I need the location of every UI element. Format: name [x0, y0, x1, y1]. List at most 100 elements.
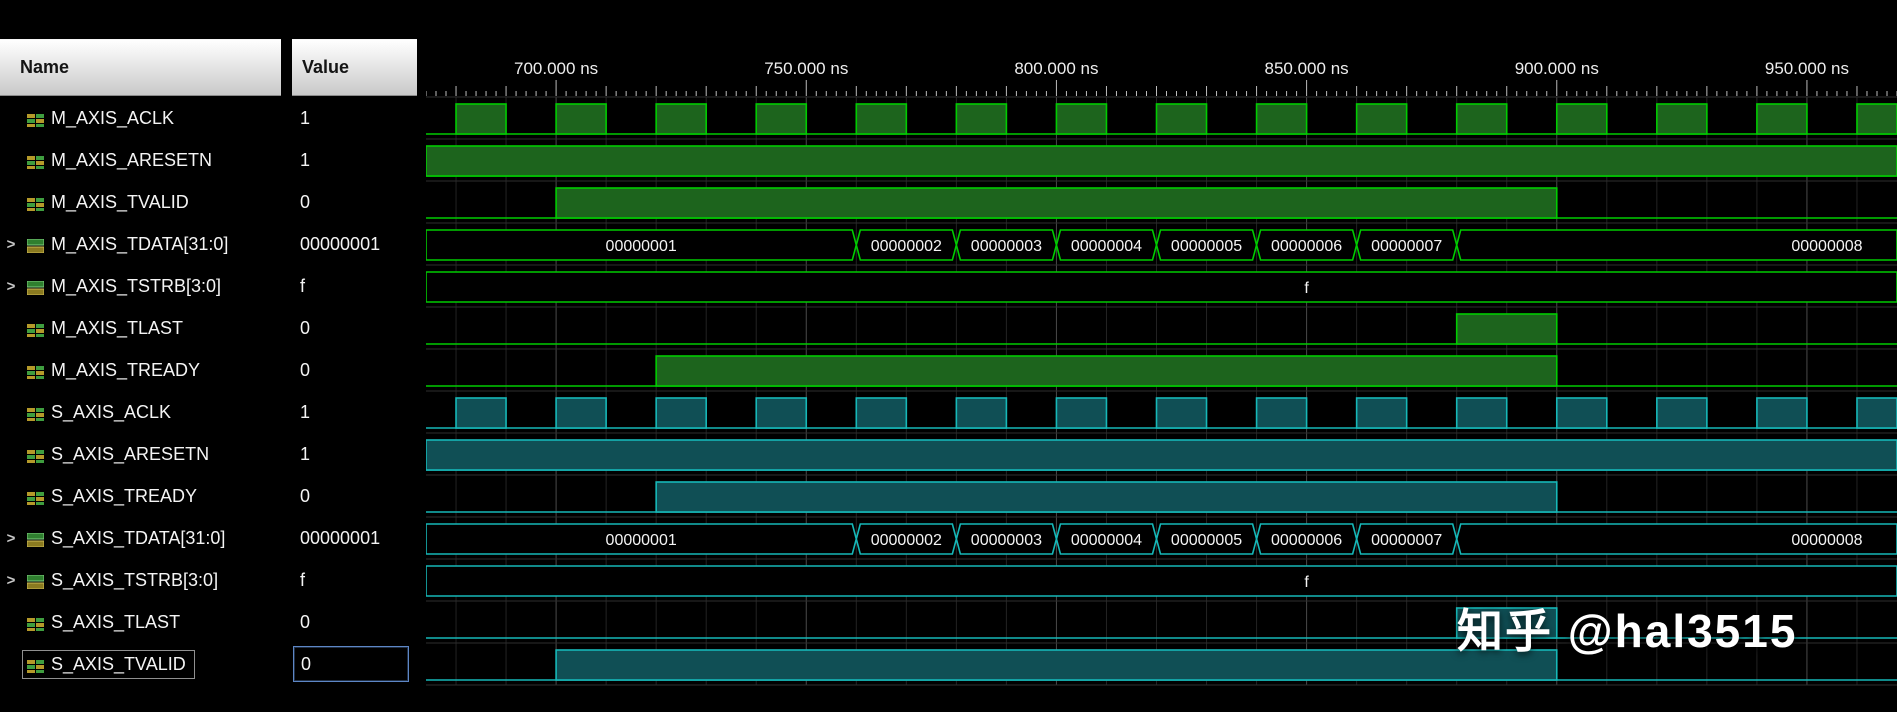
signal-name-cell[interactable]: M_AXIS_TREADY: [22, 356, 209, 385]
signal-row-M_AXIS_ARESETN[interactable]: M_AXIS_ARESETN: [0, 139, 281, 181]
bus-signal-icon: [26, 279, 45, 296]
signal-value-row-M_AXIS_ACLK[interactable]: 1: [292, 97, 417, 139]
time-ruler[interactable]: 700.000 ns 750.000 ns 800.000 ns 850.000 ns…: [426, 59, 1897, 96]
signal-name-label: M_AXIS_TSTRB[3:0]: [51, 275, 222, 296]
scalar-signal-icon: [27, 195, 44, 211]
scalar-signal-icon: [27, 153, 44, 169]
signal-name-cell[interactable]: M_AXIS_ACLK: [22, 104, 183, 133]
waveform-M_AXIS_TVALID[interactable]: [426, 187, 1897, 219]
scalar-signal-icon: [27, 111, 44, 127]
signal-value-row-M_AXIS_TREADY[interactable]: 0: [292, 349, 417, 391]
signal-name-label: M_AXIS_TREADY: [51, 359, 201, 380]
signal-name-cell[interactable]: M_AXIS_TVALID: [22, 188, 198, 217]
signal-value-row-S_AXIS_TSTRB[3:0][interactable]: f: [292, 559, 417, 601]
signal-row-S_AXIS_ACLK[interactable]: S_AXIS_ACLK: [0, 391, 281, 433]
waveform-canvas[interactable]: 700.000 ns 750.000 ns 800.000 ns 850.000 ns…: [426, 0, 1897, 712]
waveform-S_AXIS_ACLK[interactable]: [426, 397, 1897, 429]
svg-text:00000006: 00000006: [1271, 532, 1342, 549]
signal-name-cell[interactable]: M_AXIS_TSTRB[3:0]: [22, 272, 230, 301]
signal-name-cell[interactable]: S_AXIS_TDATA[31:0]: [22, 524, 234, 553]
signal-name-cell[interactable]: S_AXIS_TVALID: [22, 649, 195, 679]
scalar-signal-icon: [27, 447, 44, 463]
signal-value-panel: 1 1 0 00000001 f 0 0 1 1 0 00000001 f 0 0: [292, 97, 417, 685]
signal-value-row-S_AXIS_TLAST[interactable]: 0: [292, 601, 417, 643]
signal-value-row-S_AXIS_TVALID[interactable]: 0: [292, 643, 417, 685]
signal-value-label: 0: [300, 611, 311, 632]
signal-name-cell[interactable]: M_AXIS_TDATA[31:0]: [22, 230, 237, 259]
signal-value-row-M_AXIS_ARESETN[interactable]: 1: [292, 139, 417, 181]
expand-arrow-icon[interactable]: >: [6, 277, 16, 295]
signal-row-M_AXIS_TLAST[interactable]: M_AXIS_TLAST: [0, 307, 281, 349]
svg-text:00000007: 00000007: [1371, 238, 1442, 255]
waveform-S_AXIS_TVALID[interactable]: [426, 649, 1897, 681]
signal-value-label: 0: [300, 317, 311, 338]
svg-text:800.000 ns: 800.000 ns: [1014, 59, 1098, 78]
waveform-S_AXIS_TSTRB[3:0][interactable]: f: [426, 565, 1897, 597]
signal-name-cell[interactable]: S_AXIS_ACLK: [22, 398, 180, 427]
svg-text:850.000 ns: 850.000 ns: [1265, 59, 1349, 78]
signal-row-S_AXIS_TDATA[31:0][interactable]: > S_AXIS_TDATA[31:0]: [0, 517, 281, 559]
svg-text:00000008: 00000008: [1791, 238, 1862, 255]
scalar-signal-icon: [27, 321, 44, 337]
signal-row-S_AXIS_TSTRB[3:0][interactable]: > S_AXIS_TSTRB[3:0]: [0, 559, 281, 601]
signal-row-S_AXIS_TVALID[interactable]: S_AXIS_TVALID: [0, 643, 281, 685]
signal-name-cell[interactable]: S_AXIS_TSTRB[3:0]: [22, 566, 227, 595]
bus-signal-icon: [26, 531, 45, 548]
signal-row-S_AXIS_TREADY[interactable]: S_AXIS_TREADY: [0, 475, 281, 517]
waveform-M_AXIS_ARESETN[interactable]: [426, 145, 1897, 177]
signal-row-M_AXIS_TVALID[interactable]: M_AXIS_TVALID: [0, 181, 281, 223]
waveform-S_AXIS_ARESETN[interactable]: [426, 439, 1897, 471]
row-dividers: [426, 96, 1897, 686]
signal-name-cell[interactable]: M_AXIS_TLAST: [22, 314, 192, 343]
signal-value-label: 00000001: [300, 233, 381, 254]
signal-row-M_AXIS_TSTRB[3:0][interactable]: > M_AXIS_TSTRB[3:0]: [0, 265, 281, 307]
signal-value-row-M_AXIS_TLAST[interactable]: 0: [292, 307, 417, 349]
svg-text:00000005: 00000005: [1171, 238, 1242, 255]
expand-arrow-icon[interactable]: >: [6, 529, 16, 547]
svg-text:00000001: 00000001: [606, 238, 677, 255]
signal-row-M_AXIS_ACLK[interactable]: M_AXIS_ACLK: [0, 97, 281, 139]
signal-value-row-M_AXIS_TVALID[interactable]: 0: [292, 181, 417, 223]
waveform-M_AXIS_TREADY[interactable]: [426, 355, 1897, 387]
svg-text:f: f: [1304, 574, 1309, 591]
waveform-S_AXIS_TDATA[31:0][interactable]: 00000001 00000002 00000003 00000004 00000005…: [426, 523, 1897, 555]
signal-value-row-M_AXIS_TSTRB[3:0][interactable]: f: [292, 265, 417, 307]
expand-arrow-icon[interactable]: >: [6, 571, 16, 589]
waveform-M_AXIS_TDATA[31:0][interactable]: 00000001 00000002 00000003 00000004 00000005…: [426, 229, 1897, 261]
waveform-S_AXIS_TLAST[interactable]: [426, 607, 1897, 639]
bus-signal-icon: [26, 573, 45, 590]
svg-text:00000007: 00000007: [1371, 532, 1442, 549]
signal-value-row-S_AXIS_ACLK[interactable]: 1: [292, 391, 417, 433]
svg-text:00000006: 00000006: [1271, 238, 1342, 255]
signal-name-label: S_AXIS_TVALID: [51, 653, 186, 674]
signal-name-label: M_AXIS_ARESETN: [51, 149, 213, 170]
svg-text:00000004: 00000004: [1071, 238, 1142, 255]
svg-text:00000008: 00000008: [1791, 532, 1862, 549]
name-column-header: Name: [0, 39, 281, 96]
signal-name-cell[interactable]: S_AXIS_ARESETN: [22, 440, 218, 469]
signal-value-row-S_AXIS_TDATA[31:0][interactable]: 00000001: [292, 517, 417, 559]
signal-value-label[interactable]: 0: [293, 646, 409, 682]
signal-value-row-S_AXIS_ARESETN[interactable]: 1: [292, 433, 417, 475]
signal-row-S_AXIS_ARESETN[interactable]: S_AXIS_ARESETN: [0, 433, 281, 475]
waveform-panel[interactable]: 700.000 ns 750.000 ns 800.000 ns 850.000 ns…: [426, 0, 1897, 712]
waveform-M_AXIS_TSTRB[3:0][interactable]: f: [426, 271, 1897, 303]
signal-value-row-S_AXIS_TREADY[interactable]: 0: [292, 475, 417, 517]
signal-value-label: 1: [300, 107, 311, 128]
svg-text:f: f: [1304, 280, 1309, 297]
svg-text:750.000 ns: 750.000 ns: [764, 59, 848, 78]
signal-row-M_AXIS_TDATA[31:0][interactable]: > M_AXIS_TDATA[31:0]: [0, 223, 281, 265]
signal-value-row-M_AXIS_TDATA[31:0][interactable]: 00000001: [292, 223, 417, 265]
waveform-M_AXIS_ACLK[interactable]: [426, 103, 1897, 135]
signal-name-label: S_AXIS_TDATA[31:0]: [51, 527, 226, 548]
signal-name-cell[interactable]: S_AXIS_TREADY: [22, 482, 206, 511]
svg-text:700.000 ns: 700.000 ns: [514, 59, 598, 78]
waveform-S_AXIS_TREADY[interactable]: [426, 481, 1897, 513]
signal-name-cell[interactable]: M_AXIS_ARESETN: [22, 146, 221, 175]
signal-row-M_AXIS_TREADY[interactable]: M_AXIS_TREADY: [0, 349, 281, 391]
signal-value-label: 1: [300, 149, 311, 170]
expand-arrow-icon[interactable]: >: [6, 235, 16, 253]
signal-name-cell[interactable]: S_AXIS_TLAST: [22, 608, 189, 637]
waveform-M_AXIS_TLAST[interactable]: [426, 313, 1897, 345]
signal-row-S_AXIS_TLAST[interactable]: S_AXIS_TLAST: [0, 601, 281, 643]
